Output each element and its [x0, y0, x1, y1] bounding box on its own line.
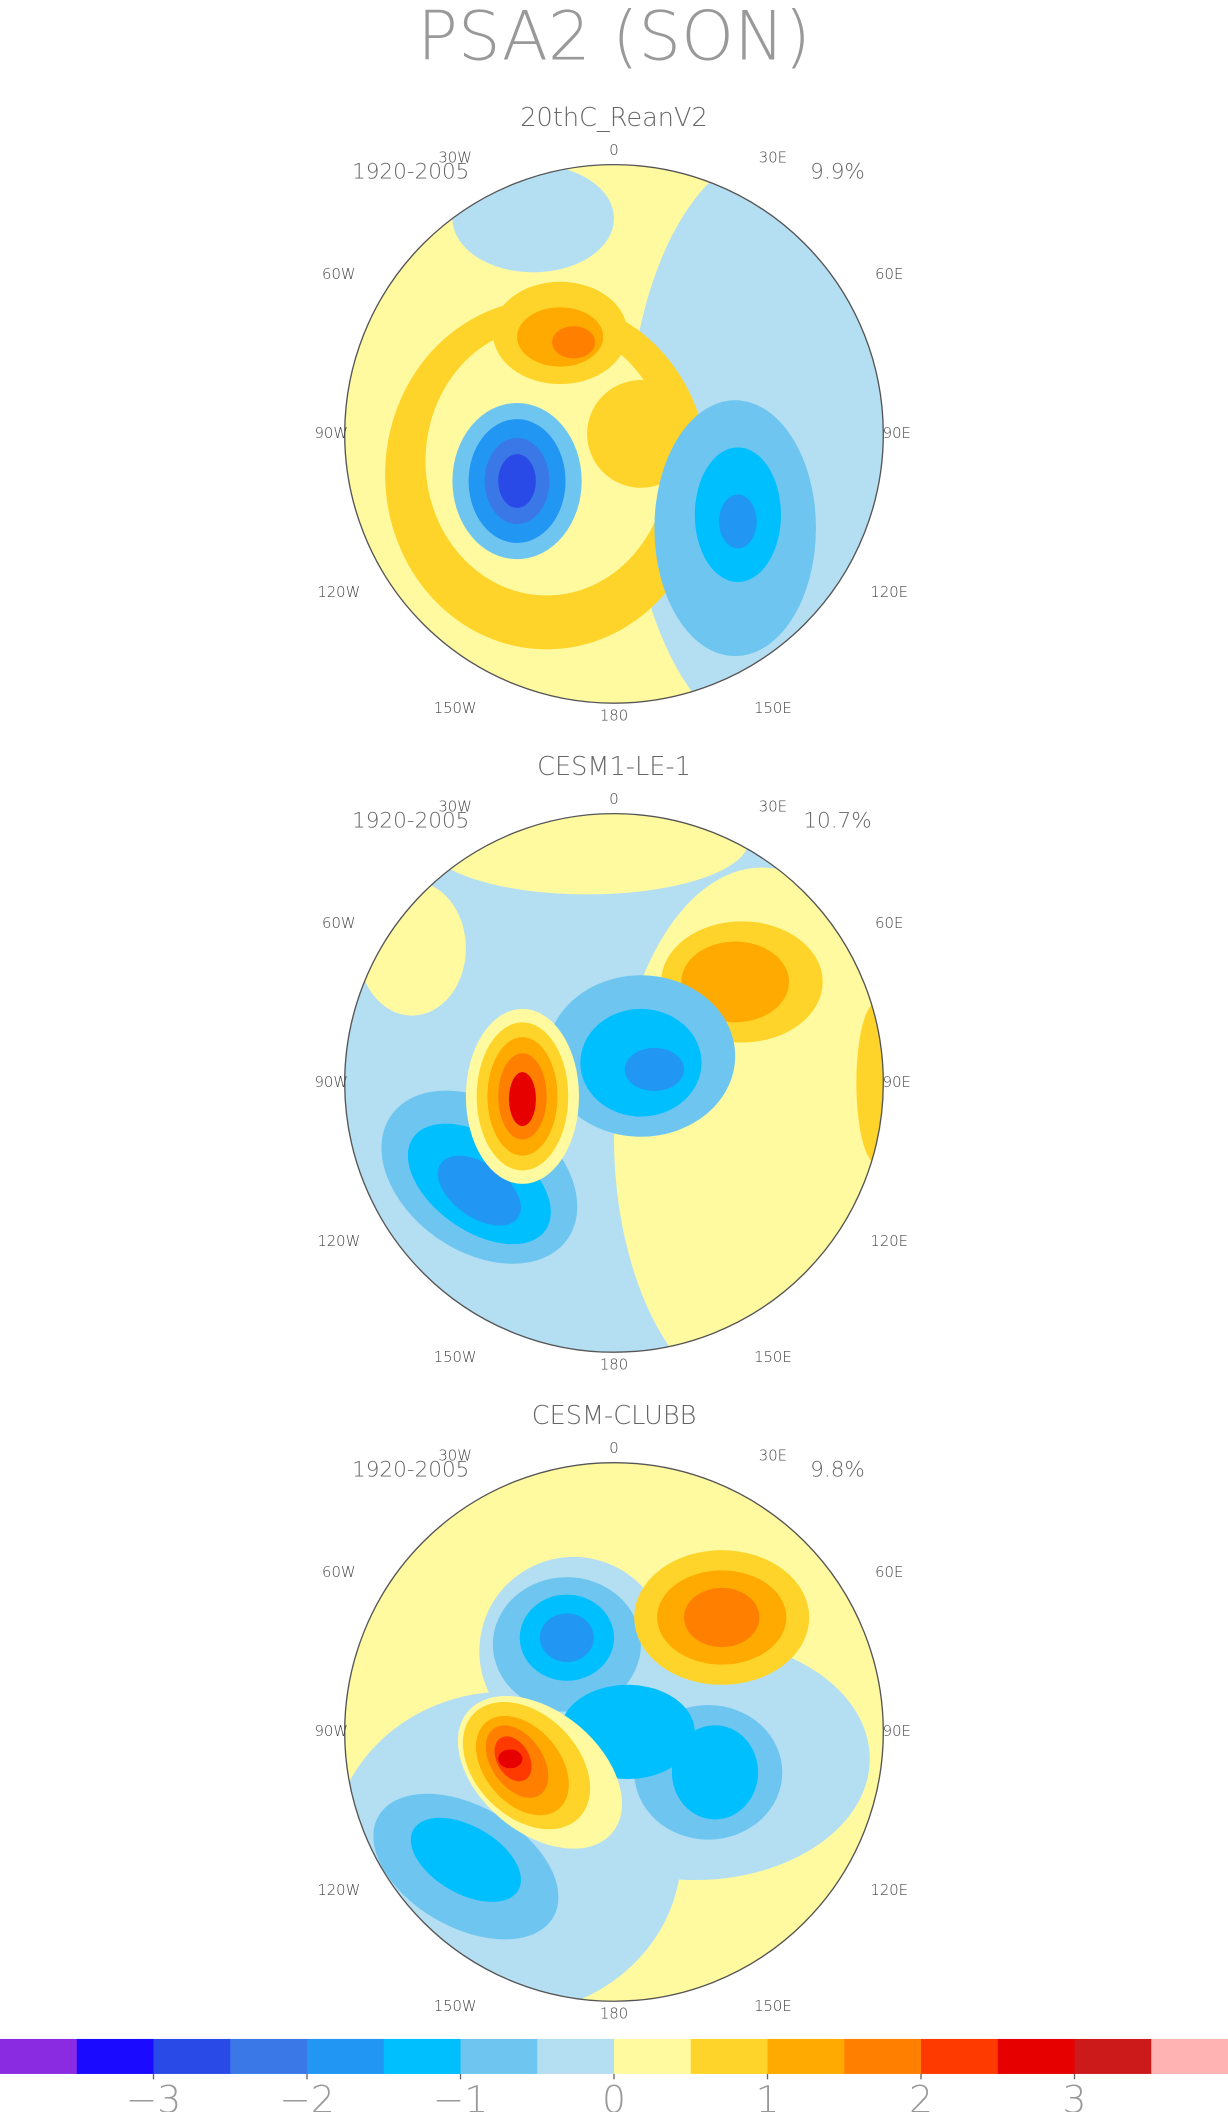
longitude-label: 90W [315, 425, 348, 442]
map-panel: 20thC_ReanV2 1920-2005 9.9% 0 30E 60E 90E 120E 1… [315, 103, 911, 725]
period-label: 1920-2005 [352, 809, 469, 834]
longitude-label: 60E [875, 1564, 903, 1581]
map-outline [344, 812, 884, 1353]
longitude-label: 60W [322, 266, 355, 283]
longitude-label: 60E [875, 915, 903, 932]
longitude-label: 150E [754, 1349, 792, 1366]
longitude-label: 0 [609, 791, 618, 808]
longitude-label: 30E [759, 150, 787, 167]
colorbar-box [997, 2038, 1076, 2074]
longitude-label: 180 [600, 2006, 628, 2023]
longitude-label: 150W [434, 700, 477, 717]
colorbar-box [153, 2038, 231, 2074]
colorbar-box [460, 2038, 538, 2074]
colorbar-box [767, 2038, 845, 2074]
longitude-label: 180 [600, 1357, 628, 1374]
longitude-label: 30W [438, 799, 471, 816]
longitude-label: 150W [434, 1349, 477, 1366]
colorbar-box [307, 2038, 385, 2074]
longitude-label: 120W [317, 1882, 360, 1899]
period-label: 1920-2005 [352, 160, 469, 185]
colorbar: −3 −2 −1 0 1 2 3 [0, 2038, 1228, 2112]
longitude-label: 30E [759, 799, 787, 816]
colorbar-tick-label: 1 [756, 2078, 780, 2112]
panel-title: CESM-CLUBB [532, 1401, 697, 1431]
colorbar-box [614, 2038, 692, 2074]
colorbar-box [230, 2038, 308, 2074]
longitude-label: 30E [759, 1448, 787, 1465]
variance-label: 10.7% [803, 809, 871, 834]
longitude-label: 120E [870, 1882, 908, 1899]
map-outline [344, 1461, 884, 2002]
map-panel: CESM1-LE-1 1920-2005 10.7% 0 30E 60E 90E 120E 15… [315, 752, 911, 1374]
longitude-label: 90E [883, 1723, 911, 1740]
colorbar-tick-label: 3 [1063, 2078, 1087, 2112]
panel-title: 20thC_ReanV2 [520, 103, 707, 133]
map-panel: CESM-CLUBB 1920-2005 9.8% 0 30E 60E 90E 120E 150… [315, 1401, 911, 2023]
colorbar-box [383, 2038, 462, 2074]
panel-title: CESM1-LE-1 [537, 752, 691, 782]
colorbar-box [921, 2038, 999, 2074]
longitude-label: 0 [609, 1440, 618, 1457]
longitude-label: 60E [875, 266, 903, 283]
colorbar-box [1151, 2038, 1228, 2074]
figure-title: PSA2 (SON) [417, 0, 810, 75]
longitude-label: 120E [870, 1233, 908, 1250]
longitude-label: 150E [754, 700, 792, 717]
longitude-label: 150E [754, 1998, 792, 2015]
colorbar-box [0, 2038, 78, 2074]
colorbar-tick-label: 0 [602, 2078, 626, 2112]
colorbar-box [537, 2038, 615, 2074]
colorbar-tick-label: −2 [279, 2078, 335, 2112]
period-label: 1920-2005 [352, 1458, 469, 1483]
longitude-label: 60W [322, 915, 355, 932]
variance-label: 9.9% [810, 160, 865, 185]
longitude-label: 180 [600, 708, 628, 725]
colorbar-tick-label: −1 [433, 2078, 489, 2112]
longitude-label: 120W [317, 1233, 360, 1250]
colorbar-tick-label: −3 [126, 2078, 182, 2112]
longitude-label: 150W [434, 1998, 477, 2015]
colorbar-box [76, 2038, 155, 2074]
longitude-label: 30W [438, 150, 471, 167]
longitude-label: 120W [317, 584, 360, 601]
longitude-label: 90E [883, 425, 911, 442]
longitude-label: 60W [322, 1564, 355, 1581]
colorbar-box [690, 2038, 769, 2074]
longitude-label: 30W [438, 1448, 471, 1465]
longitude-label: 120E [870, 584, 908, 601]
colorbar-tick-label: 2 [909, 2078, 933, 2112]
colorbar-box [844, 2038, 922, 2074]
longitude-label: 90E [883, 1074, 911, 1091]
map-outline [344, 163, 884, 704]
longitude-label: 90W [315, 1723, 348, 1740]
longitude-label: 90W [315, 1074, 348, 1091]
colorbar-box [1074, 2038, 1152, 2074]
longitude-label: 0 [609, 142, 618, 159]
variance-label: 9.8% [810, 1458, 865, 1483]
